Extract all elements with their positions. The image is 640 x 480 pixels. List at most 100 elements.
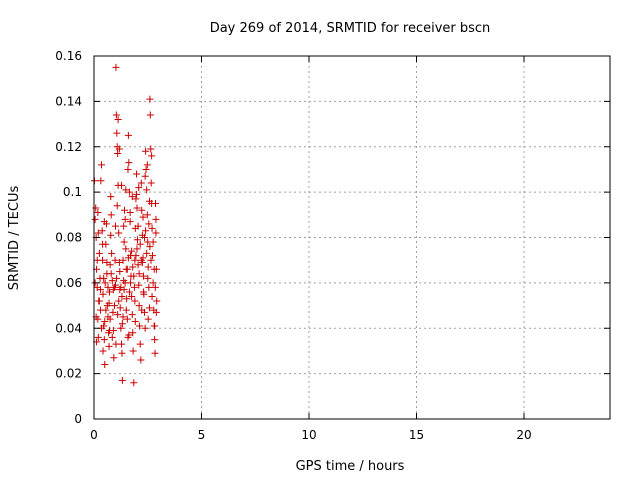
data-point — [120, 222, 128, 230]
data-point — [136, 240, 144, 248]
data-point — [112, 63, 120, 71]
data-point — [96, 286, 104, 294]
data-point — [126, 209, 134, 217]
data-point — [121, 215, 129, 223]
data-point — [132, 195, 140, 203]
y-tick-label: 0.08 — [55, 231, 82, 245]
data-point — [109, 308, 117, 316]
chart-title: Day 269 of 2014, SRMTID for receiver bsc… — [210, 21, 491, 36]
data-point — [113, 202, 121, 210]
data-point — [128, 292, 136, 300]
data-point — [114, 150, 122, 158]
data-point — [147, 179, 155, 187]
data-point — [149, 279, 157, 287]
data-point — [114, 116, 122, 124]
data-point — [137, 256, 145, 264]
data-point — [104, 283, 112, 291]
grid-lines — [94, 56, 610, 419]
data-point — [116, 268, 124, 276]
data-point — [113, 274, 121, 282]
data-point — [146, 95, 154, 103]
data-point — [136, 340, 144, 348]
data-point — [133, 245, 141, 253]
data-point — [141, 234, 149, 241]
data-point — [105, 299, 113, 307]
data-point — [107, 211, 115, 219]
data-point — [115, 145, 123, 153]
data-point — [122, 306, 130, 314]
data-point — [146, 243, 154, 251]
y-tick-label: 0.1 — [63, 185, 82, 199]
data-point — [115, 229, 123, 237]
data-point — [152, 229, 160, 237]
data-point — [139, 288, 147, 296]
data-point — [122, 186, 130, 194]
y-tick-label: 0 — [74, 412, 82, 426]
data-point — [141, 172, 149, 180]
data-point — [108, 333, 116, 341]
data-point — [102, 306, 110, 314]
data-point — [119, 313, 127, 321]
data-point — [135, 281, 143, 289]
data-point — [133, 170, 141, 178]
data-point — [148, 292, 156, 300]
x-tick-label: 20 — [516, 428, 531, 442]
data-point — [93, 256, 101, 264]
data-point — [107, 231, 115, 239]
data-point — [125, 188, 133, 196]
data-point — [144, 263, 152, 271]
data-point — [143, 211, 151, 219]
y-tick-label: 0.16 — [55, 49, 82, 63]
data-point — [136, 322, 144, 330]
data-point — [131, 256, 139, 264]
data-point — [144, 315, 152, 323]
data-point — [101, 279, 109, 287]
data-point — [152, 215, 160, 223]
data-point — [128, 311, 136, 319]
data-point — [115, 297, 123, 305]
data-point — [119, 256, 127, 264]
data-point — [152, 308, 160, 316]
data-point — [105, 342, 113, 350]
data-point — [142, 227, 150, 235]
data-point — [118, 181, 126, 189]
data-point — [124, 165, 132, 173]
data-point — [153, 297, 161, 305]
x-axis-label: GPS time / hours — [296, 459, 405, 474]
data-point — [124, 131, 132, 139]
data-point — [143, 186, 151, 194]
data-point — [135, 270, 143, 278]
y-tick-label: 0.06 — [55, 276, 82, 290]
data-point — [143, 161, 151, 169]
data-point — [151, 349, 159, 357]
data-points — [90, 63, 161, 387]
data-point — [133, 236, 141, 244]
data-point — [112, 111, 120, 119]
data-point — [145, 283, 153, 291]
data-point — [103, 258, 111, 266]
data-point — [151, 283, 159, 291]
data-point — [145, 220, 153, 228]
data-point — [123, 315, 131, 323]
data-point — [134, 222, 142, 230]
data-point — [148, 252, 156, 260]
data-point — [111, 256, 119, 264]
data-point — [123, 265, 131, 273]
data-point — [131, 317, 139, 325]
data-point — [130, 283, 138, 291]
x-tick-label: 10 — [301, 428, 316, 442]
x-tick-label: 5 — [198, 428, 206, 442]
x-tick-label: 15 — [409, 428, 424, 442]
data-point — [137, 356, 145, 364]
y-tick-label: 0.14 — [55, 94, 82, 108]
data-point — [125, 331, 133, 339]
data-point — [99, 290, 107, 298]
data-point — [101, 317, 109, 325]
data-point — [135, 184, 143, 192]
data-point — [151, 336, 159, 344]
data-point — [107, 270, 115, 278]
data-point — [95, 249, 103, 257]
data-point — [112, 340, 120, 348]
